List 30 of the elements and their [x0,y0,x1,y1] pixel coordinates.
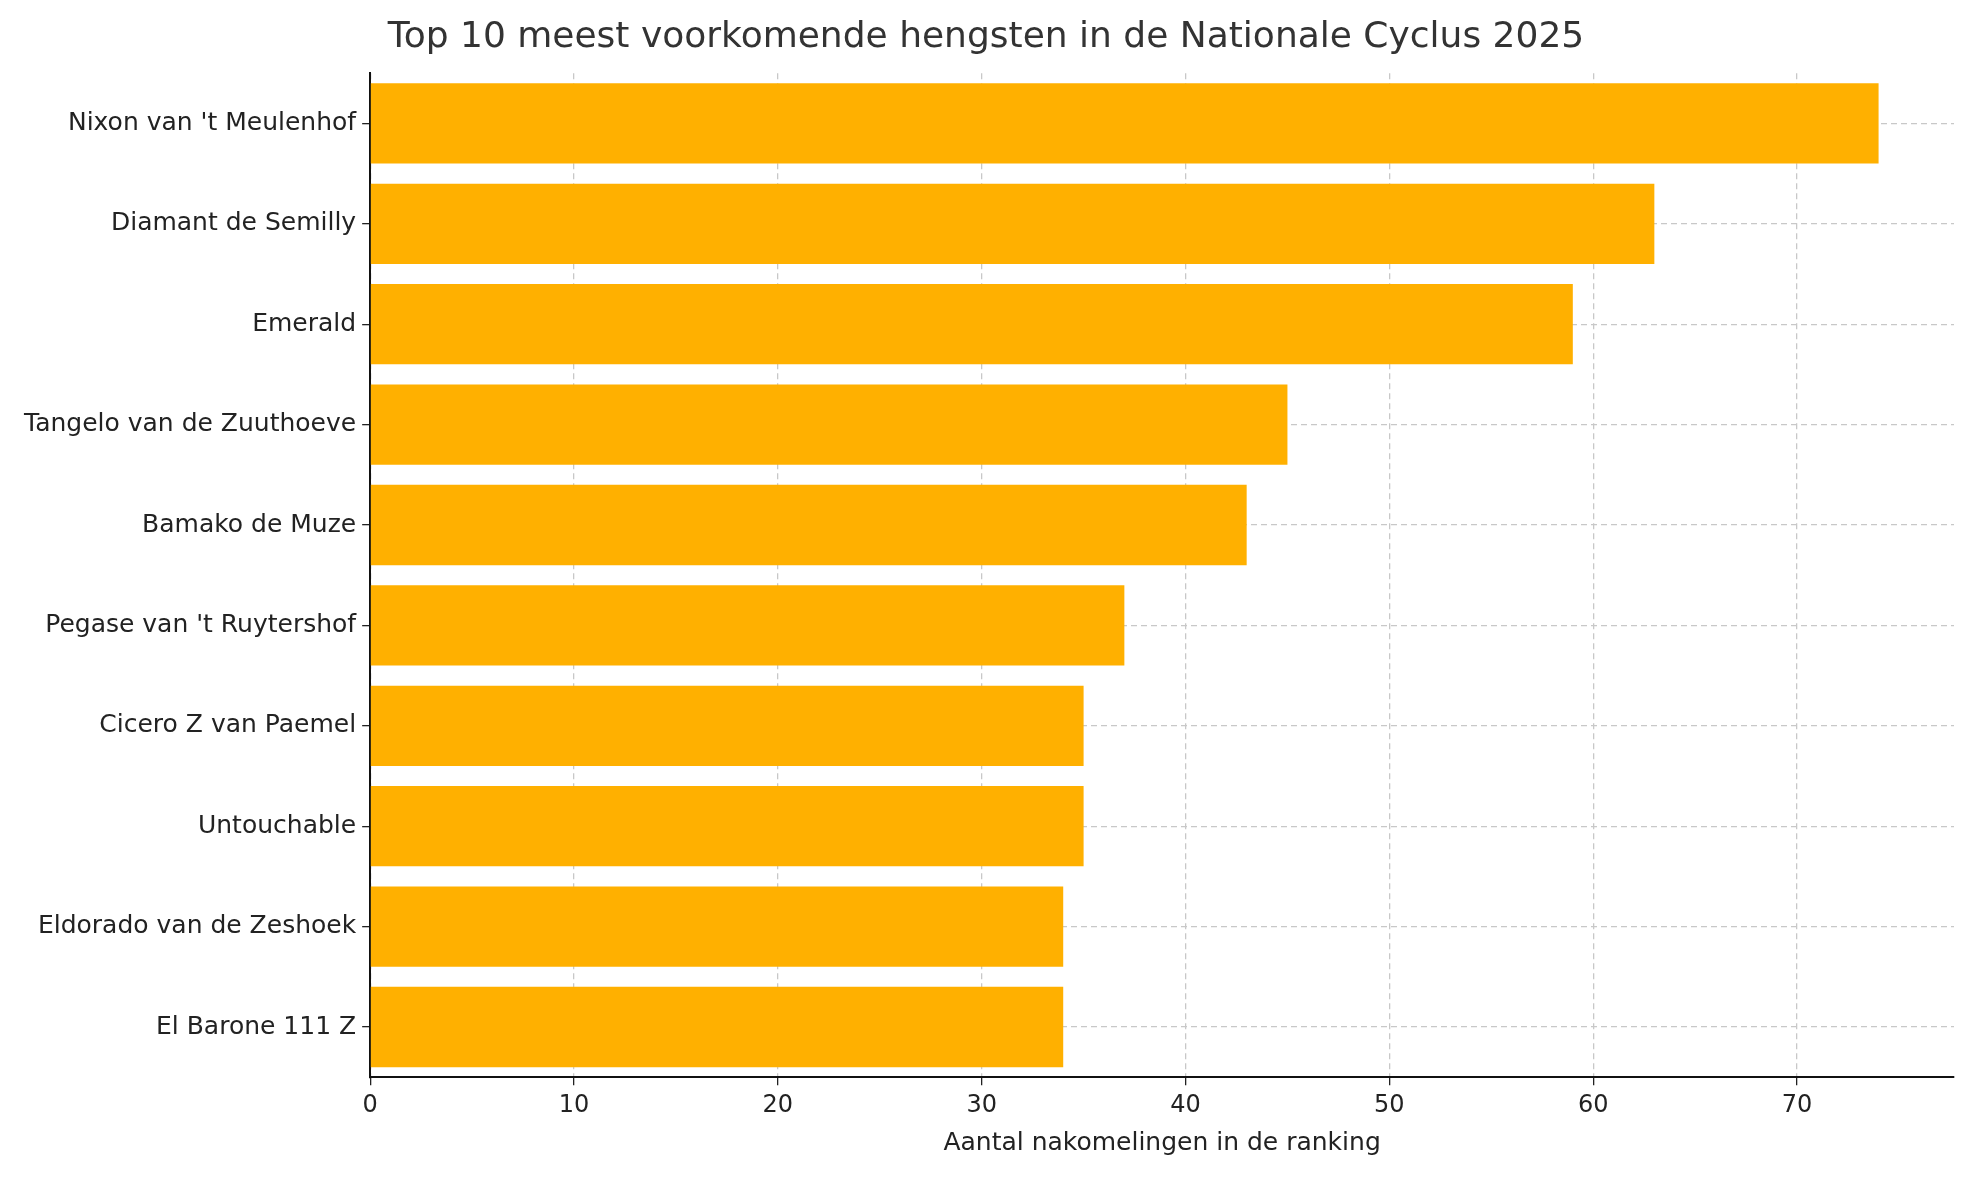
bar [370,986,1064,1068]
y-tick-label: Emerald [252,307,357,337]
y-tick-label: El Barone 111 Z [156,1010,357,1040]
bar [370,585,1125,666]
x-tick-label: 60 [1577,1089,1609,1118]
y-tick-label: Eldorado van de Zeshoek [37,910,357,940]
bar [370,384,1288,465]
y-tick-label: Untouchable [197,809,357,839]
bar [370,484,1247,566]
y-tick-label: Pegase van 't Ruytershof [45,608,358,638]
y-tick-label: Cicero Z van Paemel [99,709,357,739]
bar [370,886,1064,967]
x-tick-label: 70 [1781,1089,1813,1118]
y-tick-label: Diamant de Semilly [110,207,357,237]
y-tick-label: Nixon van 't Meulenhof [67,106,358,136]
x-tick-label: 40 [1170,1089,1201,1118]
x-tick-label: 10 [558,1089,590,1118]
y-tick-label: Bamako de Muze [142,508,357,538]
bar [370,284,1573,365]
x-tick-label: 0 [362,1089,378,1118]
bar [370,83,1879,164]
x-tick-label: 50 [1374,1089,1405,1118]
y-tick-label: Tangelo van de Zuuthoeve [23,408,357,438]
chart-title: Top 10 meest voorkomende hengsten in de Nationale Cyclus 2025 [386,13,1585,55]
x-axis-title: Aantal nakomelingen in de ranking [943,1126,1381,1156]
x-tick-label: 20 [762,1089,794,1118]
x-tick-label: 30 [966,1089,997,1118]
bar [370,786,1084,867]
bar [370,183,1655,264]
bar [370,685,1084,766]
